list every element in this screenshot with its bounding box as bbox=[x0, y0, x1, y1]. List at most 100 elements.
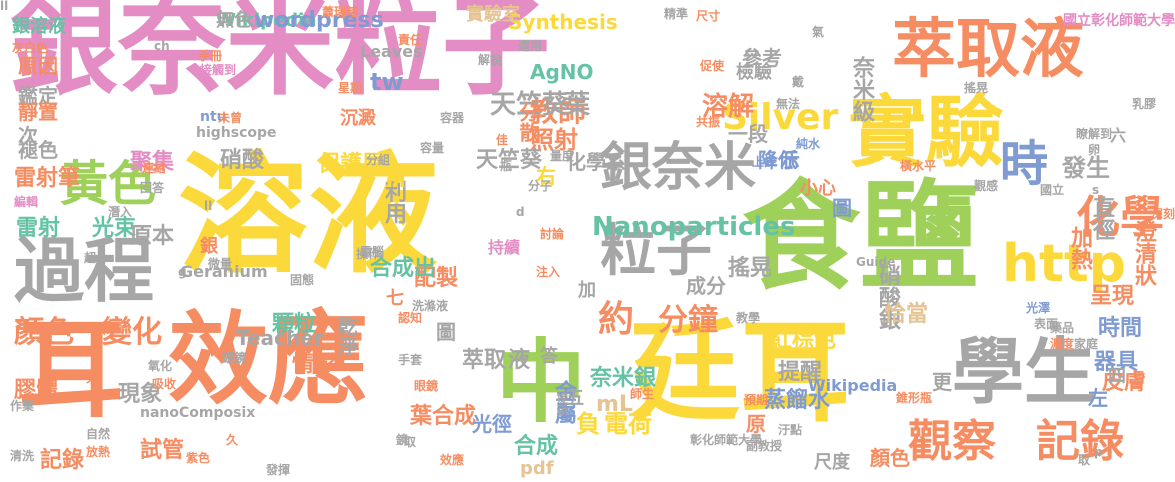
word-深刻-193: 深刻 bbox=[1151, 208, 1175, 220]
word-持續-122: 持續 bbox=[488, 240, 520, 256]
word-檢驗-77: 檢驗 bbox=[736, 64, 772, 82]
word-容量-170: 容量 bbox=[420, 142, 444, 154]
word-解說-162: 解說 bbox=[478, 54, 502, 66]
word-原本-64: 原本 bbox=[130, 226, 174, 248]
word-未曾-161: 未曾 bbox=[218, 112, 242, 124]
word-ml-86: mL bbox=[596, 394, 633, 416]
word-師生-134: 師生 bbox=[630, 388, 654, 400]
word-無色-119: 無色 bbox=[216, 12, 252, 30]
word-家庭-143: 家庭 bbox=[1074, 338, 1098, 350]
word-分鐘-22: 分鐘 bbox=[658, 306, 718, 336]
word-尺度-118: 尺度 bbox=[814, 454, 850, 472]
word-m-73: M bbox=[386, 170, 406, 190]
word-呈現-39: 呈現 bbox=[1090, 286, 1134, 308]
word-直徑-36: 直徑 bbox=[1090, 196, 1112, 240]
word-nanocomposix-102: nanoComposix bbox=[140, 406, 255, 420]
word-p-195: p bbox=[1094, 446, 1103, 458]
word-更-114: 更 bbox=[932, 372, 952, 392]
word-注入-175: 注入 bbox=[536, 266, 560, 278]
word-氣-187: 氣 bbox=[812, 26, 824, 38]
word-ll-205: ll bbox=[0, 0, 8, 12]
word-觀察-15: 觀察 bbox=[908, 420, 996, 464]
word-選用-163: 選用 bbox=[518, 40, 542, 52]
word-光澤-139: 光澤 bbox=[1026, 302, 1050, 314]
word-左-116: 左 bbox=[1088, 388, 1108, 408]
word-卵-194: 卵 bbox=[1088, 144, 1100, 156]
word-ch-121: ch bbox=[154, 40, 170, 52]
word-答-100: 答 bbox=[540, 348, 558, 366]
word-作業-128: 作業 bbox=[10, 400, 34, 412]
word-預期-145: 預期 bbox=[744, 394, 768, 406]
word-wikipedia-120: Wikipedia bbox=[808, 378, 897, 394]
word-吸收-130: 吸收 bbox=[152, 378, 176, 390]
word-瓶-165: 瓶 bbox=[500, 160, 512, 172]
word-原因-98: 原因 bbox=[18, 56, 58, 76]
word-連結-180: 連結 bbox=[142, 162, 166, 174]
word-共振-152: 共振 bbox=[696, 116, 720, 128]
word-乾淨-89: 乾淨 bbox=[336, 316, 356, 356]
word-液-48: 液 bbox=[508, 350, 530, 372]
word-g-198: g bbox=[178, 266, 187, 278]
word-合成-52: 合成 bbox=[514, 436, 558, 458]
word-光徑-87: 光徑 bbox=[472, 414, 512, 434]
word-加熱-37: 加熱 bbox=[1068, 226, 1090, 270]
word-顏色-117: 顏色 bbox=[870, 448, 910, 468]
word-小心-90: 小心 bbox=[800, 180, 836, 198]
word-乳膠-158: 乳膠 bbox=[1132, 98, 1156, 110]
word-恰當-83: 恰當 bbox=[884, 304, 928, 326]
word-萃取液-6: 萃取液 bbox=[892, 18, 1084, 82]
word-一段-84: 一段 bbox=[728, 124, 768, 144]
word-量度-167: 量度 bbox=[550, 150, 574, 162]
word-雷射-33: 雷射 bbox=[16, 218, 60, 240]
word-微量-176: 微量 bbox=[208, 258, 232, 270]
word-ll-199: ll bbox=[204, 200, 212, 212]
word-提示-135: 提示 bbox=[556, 392, 568, 416]
word-硝酸-60: 硝酸 bbox=[220, 150, 264, 172]
word-天-200: 天 bbox=[86, 372, 98, 384]
word-化學系-68: 化學系 bbox=[566, 152, 626, 172]
word-銀溶液-28: 銀溶液 bbox=[12, 18, 66, 36]
word-精準-164: 精準 bbox=[664, 8, 688, 20]
word-汙點-144: 汙點 bbox=[778, 424, 802, 436]
word-發生-35: 發生 bbox=[1062, 156, 1110, 180]
word-合成出-65: 合成出 bbox=[370, 258, 436, 280]
word-銀-107: 銀 bbox=[200, 238, 218, 256]
word-nanoparticles-32: Nanoparticles bbox=[592, 214, 795, 240]
word-靜置-97: 靜置 bbox=[18, 102, 58, 122]
word-副教授-137: 副教授 bbox=[746, 440, 782, 452]
word-操作-177: 操作 bbox=[356, 248, 380, 260]
word-銀鏡-131: 銀鏡 bbox=[222, 352, 246, 364]
word-紅棕色-44: 紅棕色 bbox=[770, 330, 836, 352]
word-手套-132: 手套 bbox=[398, 354, 422, 366]
word-s-196: s bbox=[1092, 184, 1099, 196]
word-無法-155: 無法 bbox=[776, 98, 800, 110]
word-容器-169: 容器 bbox=[440, 112, 464, 124]
word-責任-185: 責任 bbox=[398, 34, 422, 46]
word-葉-27: 葉 bbox=[564, 92, 590, 118]
word-圖-108: 圖 bbox=[436, 322, 456, 342]
word-發揮-149: 發揮 bbox=[266, 464, 290, 476]
word-褪色-99: 褪色 bbox=[18, 140, 58, 160]
word-久-202: 久 bbox=[226, 434, 238, 446]
word-加-113: 加 bbox=[578, 282, 596, 300]
word-搖晃-123: 搖晃 bbox=[964, 82, 988, 94]
word-潛入-179: 潛入 bbox=[108, 206, 132, 218]
word-實驗室-94: 實驗室 bbox=[466, 6, 520, 24]
word-沉澱-75: 沉澱 bbox=[340, 110, 376, 128]
word-變化-18: 變化 bbox=[102, 318, 162, 348]
word-取-192: 取 bbox=[1078, 454, 1090, 466]
word-約-21: 約 bbox=[598, 302, 634, 338]
word-接觸到-160: 接觸到 bbox=[200, 64, 236, 76]
word-d-197: d bbox=[516, 206, 525, 218]
word-教學-138: 教學 bbox=[736, 312, 760, 324]
word-氧化-129: 氧化 bbox=[148, 360, 172, 372]
word-觀感-191: 觀感 bbox=[974, 180, 998, 192]
word-手冊-159: 手冊 bbox=[198, 50, 222, 62]
word-分組-171: 分組 bbox=[366, 154, 390, 166]
word-放熱-147: 放熱 bbox=[86, 446, 110, 458]
word-原-115: 原 bbox=[746, 414, 766, 434]
word-highscope-91: highscope bbox=[196, 126, 277, 140]
word-清洗-127: 清洗 bbox=[10, 450, 34, 462]
word-搖晃-66: 搖晃 bbox=[728, 258, 772, 280]
